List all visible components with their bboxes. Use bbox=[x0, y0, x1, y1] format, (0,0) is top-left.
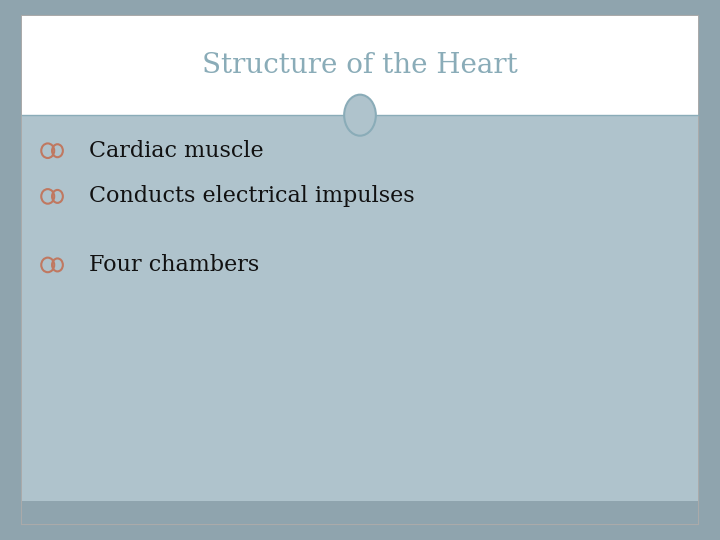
FancyBboxPatch shape bbox=[22, 115, 698, 501]
Text: Conducts electrical impulses: Conducts electrical impulses bbox=[89, 185, 415, 207]
FancyBboxPatch shape bbox=[22, 501, 698, 524]
Text: Structure of the Heart: Structure of the Heart bbox=[202, 52, 518, 79]
FancyBboxPatch shape bbox=[22, 16, 698, 524]
FancyBboxPatch shape bbox=[22, 16, 698, 115]
Text: Cardiac muscle: Cardiac muscle bbox=[89, 140, 264, 161]
Text: Four chambers: Four chambers bbox=[89, 254, 259, 276]
Ellipse shape bbox=[344, 94, 376, 136]
